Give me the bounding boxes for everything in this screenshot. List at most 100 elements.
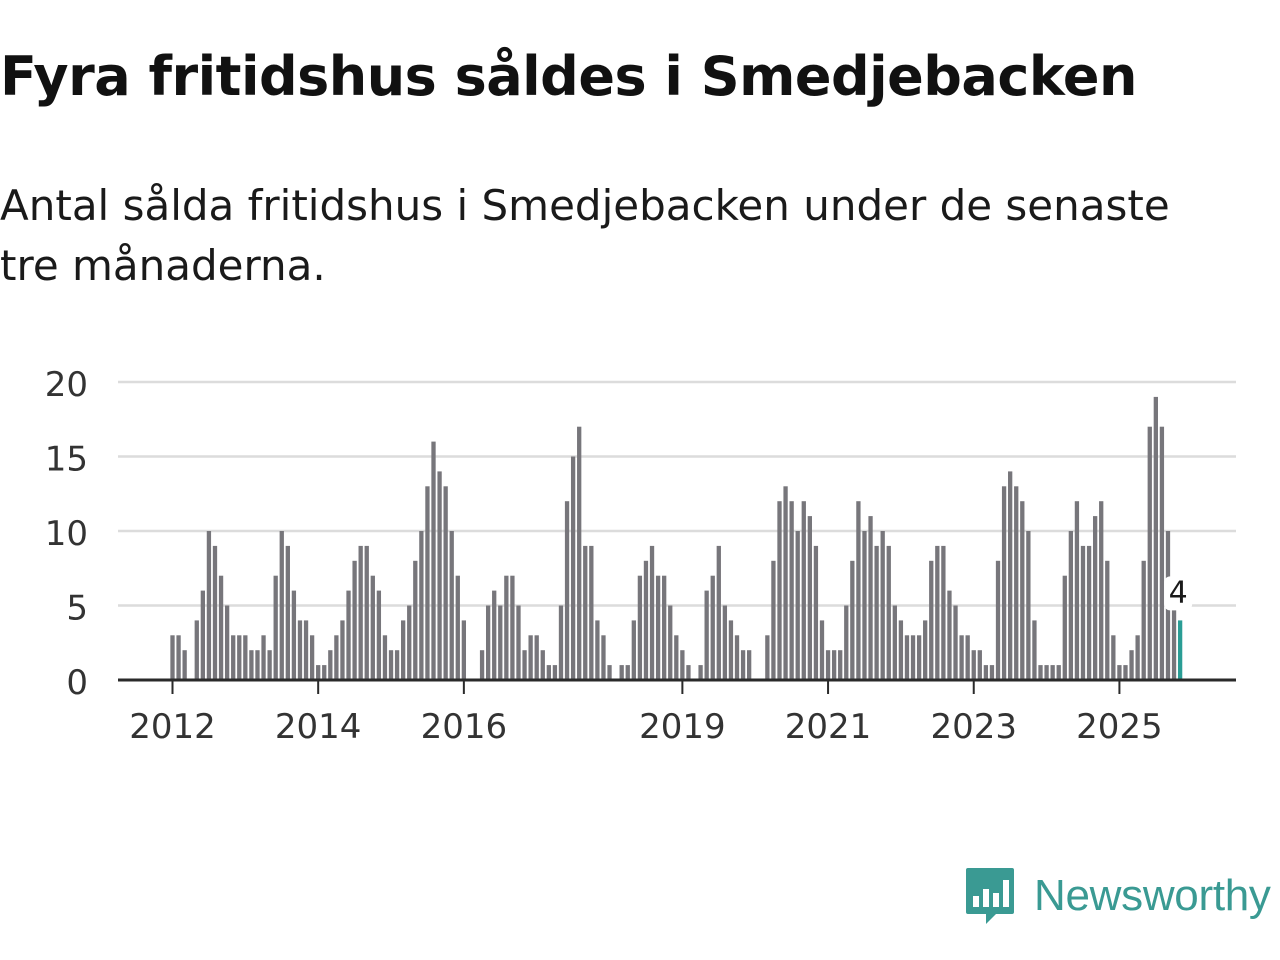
bar [528,635,533,680]
bar [1117,665,1122,680]
bar [291,590,297,680]
bar [771,560,776,680]
bar [844,605,849,680]
bar [224,605,230,680]
bar [413,560,418,680]
bar [1099,501,1104,680]
bar [279,531,284,680]
bar-chart: 0 5 10 15 20 2012 2014 2016 2019 2021 2023 2025 4 [45,365,1236,747]
bar [886,545,891,680]
bar [382,635,388,680]
bar [1062,575,1067,680]
bar [346,590,351,680]
bar [880,531,885,680]
bar [540,650,545,680]
bar [577,426,582,680]
bar [765,635,770,680]
gridlines [118,380,1236,607]
bar [1020,501,1025,680]
bar [1008,471,1013,680]
bar [522,650,527,680]
bar [334,635,339,680]
bar [485,605,491,680]
bar [1032,620,1037,680]
bar [194,620,199,680]
x-tick-label: 2012 [129,707,216,747]
bar [923,620,928,680]
bar [182,650,187,680]
bar [498,605,503,680]
bar [831,650,837,680]
bar [570,456,576,680]
bar [322,665,327,680]
bar [316,665,321,680]
bar [898,620,904,680]
bar [874,545,879,680]
bar [340,620,345,680]
bar [959,635,964,680]
bar [977,650,982,680]
bar [947,590,952,680]
x-tick-label: 2023 [930,707,1017,747]
data-label-bg [1164,576,1193,611]
bar [358,545,363,680]
bar [680,650,685,680]
bar [929,560,934,680]
bar [1153,396,1158,680]
bar [655,575,661,680]
bar [1080,545,1086,680]
bar [662,575,667,680]
bar [461,620,467,680]
bar [564,501,570,680]
bar [352,560,357,680]
bar [1056,665,1061,680]
bar [904,635,910,680]
bar [231,635,236,680]
bar [935,545,940,680]
bar [607,665,612,680]
brand-name: Newsworthy [1034,871,1271,920]
bar [971,650,976,680]
bar [546,665,551,680]
y-tick-label: 10 [45,514,88,554]
newsworthy-brand[interactable]: Newsworthy [964,864,1271,928]
bar [200,590,205,680]
bar [370,575,375,680]
bar [1147,426,1152,680]
bar [995,560,1001,680]
bar [734,635,740,680]
bar [1092,516,1098,680]
bar [437,471,442,680]
bar [1068,531,1074,680]
bar [388,650,394,680]
bar [431,441,436,680]
bar [783,486,788,680]
bar [552,665,558,680]
y-axis: 0 5 10 15 20 [45,365,88,703]
bar [492,590,497,680]
bar [789,501,794,680]
bar [1086,545,1092,680]
bar [777,501,782,680]
bar [674,635,679,680]
bar [637,575,643,680]
bar [504,575,509,680]
bar [583,545,588,680]
y-tick-label: 5 [66,589,88,629]
x-tick-label: 2021 [785,707,872,747]
bar [989,665,995,680]
bar [303,620,309,680]
bar [1014,486,1019,680]
bar [801,501,806,680]
chart-title: Fyra fritidshus såldes i Smedjebacken [0,45,1137,108]
bar [443,486,448,680]
bar [747,650,752,680]
bar [813,545,819,680]
bar [910,635,916,680]
bars [170,396,1183,680]
bar [479,650,485,680]
bar [394,650,400,680]
x-tick-label: 2019 [639,707,726,747]
bar [965,635,970,680]
bar [273,575,278,680]
